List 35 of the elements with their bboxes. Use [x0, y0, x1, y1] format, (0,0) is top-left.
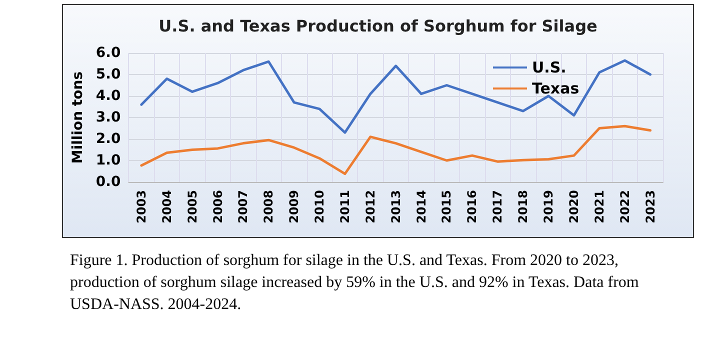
x-tick-label: 2022 — [618, 190, 632, 224]
y-tick-label: 5.0 — [96, 66, 121, 82]
x-tick-label: 2005 — [185, 190, 200, 224]
x-tick-label: 2019 — [542, 190, 556, 224]
y-tick-label: 0.0 — [96, 174, 121, 190]
x-tick-label: 2007 — [236, 190, 250, 224]
line-series — [140, 59, 652, 134]
y-tick-label: 1.0 — [96, 152, 121, 168]
x-tick-label: 2020 — [566, 190, 581, 224]
x-tick-label: 2003 — [134, 190, 148, 224]
legend-label: Texas — [532, 80, 580, 98]
y-tick-label: 2.0 — [96, 131, 121, 147]
x-tick-label: 2010 — [312, 190, 327, 224]
x-tick-label: 2021 — [592, 190, 606, 224]
x-tick-label: 2012 — [363, 190, 378, 224]
x-tick-label: 2017 — [490, 190, 505, 224]
x-tick-label: 2014 — [414, 190, 428, 224]
x-tick-label: 2009 — [287, 190, 302, 224]
y-tick-label: 4.0 — [96, 88, 121, 104]
legend-label: U.S. — [532, 58, 566, 76]
x-tick-label: 2018 — [516, 190, 530, 224]
y-axis-title: Million tons — [70, 71, 86, 164]
caption: Figure 1. Production of sorghum for silage in the U.S. and Texas. From 2020 to 2023, production of sorghum silage increased by 59% in the U.S. and 92% in Texas. Data from USDA-NASS. 2004-2024. — [70, 251, 640, 315]
line-series — [140, 124, 652, 176]
x-tick-label: 2011 — [338, 190, 352, 224]
y-tick-label: 3.0 — [96, 110, 121, 126]
x-tick-label: 2015 — [440, 190, 454, 224]
x-tick-label: 2016 — [465, 190, 480, 224]
chart-title: U.S. and Texas Production of Sorghum for Silage — [158, 16, 598, 36]
x-tick-label: 2023 — [643, 190, 658, 224]
x-tick-label: 2013 — [388, 190, 403, 224]
x-tick-label: 2006 — [210, 190, 225, 224]
x-tick-label: 2004 — [160, 190, 174, 224]
x-tick-label: 2008 — [262, 190, 276, 224]
y-tick-label: 6.0 — [96, 45, 121, 61]
